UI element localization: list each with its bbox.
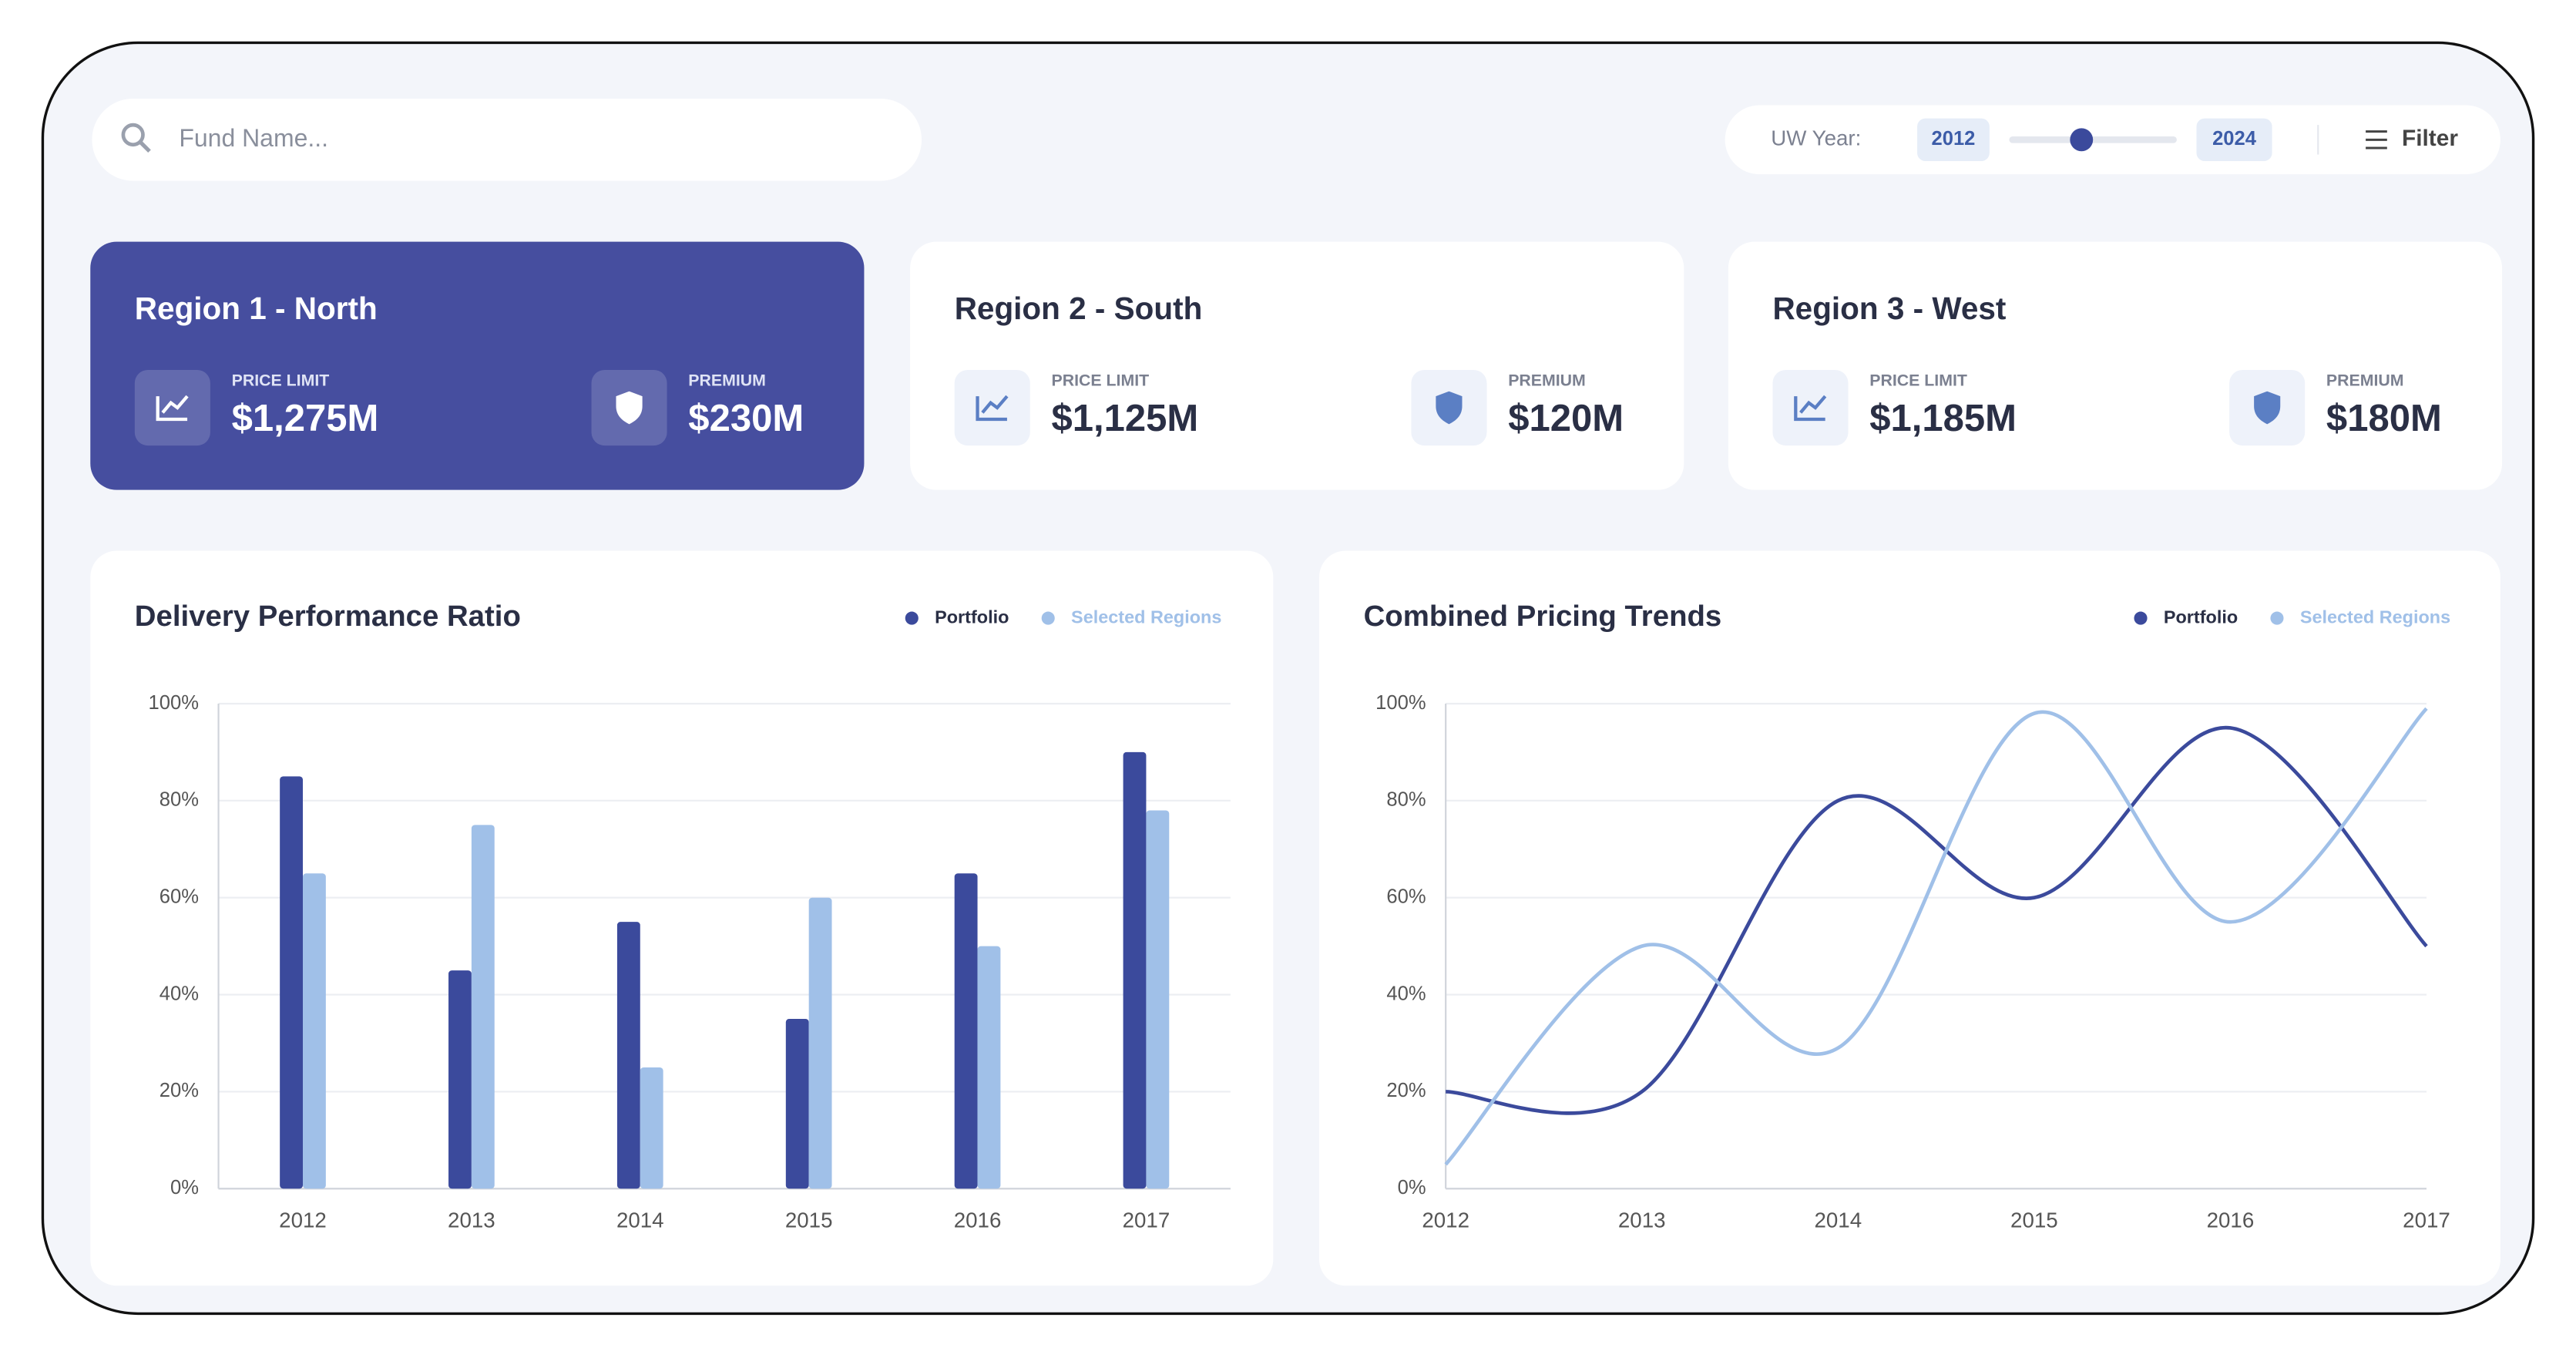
chart-title: Delivery Performance Ratio <box>135 600 521 633</box>
x-tick-label: 2014 <box>616 1208 664 1232</box>
bar <box>1123 751 1147 1189</box>
icon-box <box>954 369 1030 446</box>
legend-dot <box>905 611 919 625</box>
y-tick-label: 80% <box>160 789 199 811</box>
year-from-box[interactable] <box>1917 118 1990 162</box>
filter-icon <box>2366 130 2387 150</box>
bar <box>1146 810 1170 1189</box>
shield-icon <box>616 391 643 425</box>
y-tick-label: 0% <box>170 1177 199 1198</box>
chart-panel <box>1319 550 2500 1286</box>
y-tick-label: 100% <box>149 692 199 714</box>
x-tick-label: 2013 <box>1618 1208 1666 1232</box>
chart-icon <box>976 395 1009 422</box>
y-tick-label: 40% <box>1386 983 1426 1004</box>
shield-icon <box>1436 391 1463 425</box>
chart-panel <box>90 550 1274 1286</box>
card-title: Region 2 - South <box>955 291 1203 326</box>
search-placeholder: Fund Name... <box>179 124 328 152</box>
region-card[interactable] <box>90 241 865 490</box>
y-tick-label: 20% <box>1386 1080 1426 1101</box>
year-from: 2012 <box>1932 128 1976 150</box>
year-to-box[interactable] <box>2196 118 2272 162</box>
bar <box>303 873 326 1189</box>
legend-label[interactable]: Selected Regions <box>2300 607 2450 627</box>
x-tick-label: 2017 <box>2403 1208 2450 1232</box>
x-tick-label: 2016 <box>954 1208 1002 1232</box>
bar <box>977 946 1001 1189</box>
y-tick-label: 40% <box>160 983 199 1004</box>
card-value: $230M <box>688 398 804 439</box>
x-tick-label: 2012 <box>1422 1208 1469 1232</box>
legend-label[interactable]: Portfolio <box>2164 607 2238 627</box>
y-tick-label: 20% <box>160 1080 199 1101</box>
card-title: Region 1 - North <box>135 291 378 326</box>
card-label: PREMIUM <box>1508 371 1586 390</box>
y-tick-label: 0% <box>1398 1177 1426 1198</box>
y-tick-label: 80% <box>1386 789 1426 811</box>
slider-knob[interactable] <box>2070 128 2094 152</box>
bar <box>616 922 640 1189</box>
bar <box>280 776 304 1189</box>
card-value: $1,125M <box>1051 398 1198 439</box>
card-label: PRICE LIMIT <box>1869 371 1967 390</box>
x-tick-label: 2017 <box>1123 1208 1170 1232</box>
y-tick-label: 60% <box>1386 886 1426 907</box>
bar <box>640 1067 663 1189</box>
line <box>1444 707 2428 1166</box>
bar <box>808 897 832 1189</box>
filter-label: UW Year: <box>1771 126 1861 150</box>
region-card[interactable] <box>910 241 1684 490</box>
card-label: PREMIUM <box>688 371 766 390</box>
card-title: Region 3 - West <box>1772 291 2006 326</box>
card-label: PRICE LIMIT <box>232 371 330 390</box>
card-value: $120M <box>1508 398 1624 439</box>
chart-title: Combined Pricing Trends <box>1364 600 1722 633</box>
bar <box>448 970 472 1189</box>
legend-dot <box>2134 611 2148 625</box>
x-tick-label: 2012 <box>279 1208 327 1232</box>
card-value: $1,275M <box>232 398 379 439</box>
legend-dot <box>1041 611 1055 625</box>
bar <box>954 873 978 1189</box>
card-value: $180M <box>2326 398 2442 439</box>
x-tick-label: 2015 <box>2010 1208 2058 1232</box>
card-value: $1,185M <box>1869 398 2017 439</box>
icon-box <box>134 369 210 446</box>
icon-box <box>1772 369 1849 446</box>
chart-icon <box>1794 395 1827 422</box>
shield-icon <box>2254 391 2281 425</box>
filter-button[interactable]: Filter <box>2402 126 2458 151</box>
region-card[interactable] <box>1728 241 2503 490</box>
x-tick-label: 2015 <box>785 1208 833 1232</box>
search-icon <box>121 123 145 147</box>
search-icon <box>139 140 151 153</box>
bar <box>471 825 495 1189</box>
search-box[interactable] <box>92 98 922 181</box>
x-tick-label: 2016 <box>2207 1208 2255 1232</box>
legend-label[interactable]: Selected Regions <box>1071 607 1221 627</box>
card-label: PRICE LIMIT <box>1051 371 1149 390</box>
x-tick-label: 2014 <box>1814 1208 1862 1232</box>
x-tick-label: 2013 <box>448 1208 495 1232</box>
year-to: 2024 <box>2212 128 2257 150</box>
card-label: PREMIUM <box>2326 371 2404 390</box>
legend-dot <box>2270 611 2284 625</box>
y-tick-label: 60% <box>160 886 199 907</box>
y-tick-label: 100% <box>1375 692 1426 714</box>
bar <box>785 1019 809 1189</box>
chart-icon <box>156 395 189 422</box>
legend-label[interactable]: Portfolio <box>935 607 1009 627</box>
line <box>1446 726 2428 1115</box>
